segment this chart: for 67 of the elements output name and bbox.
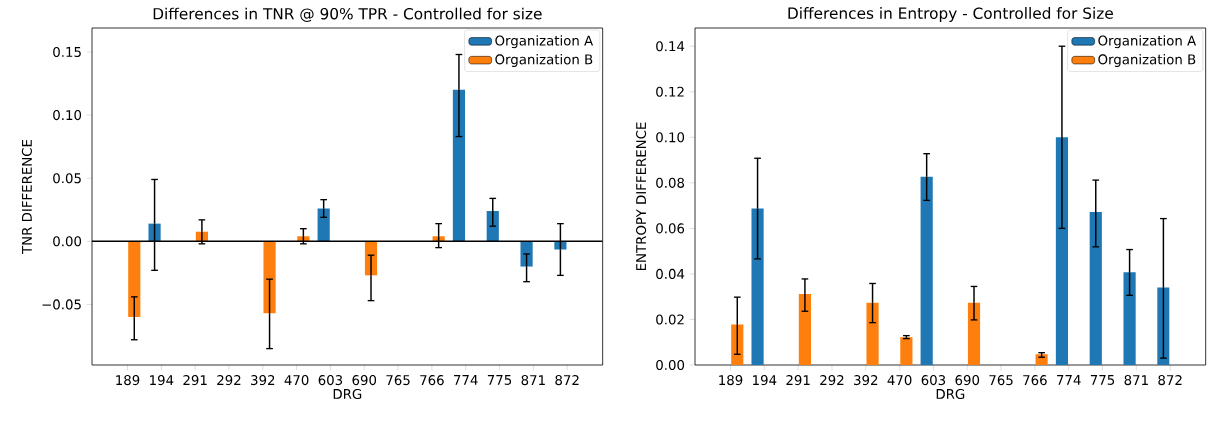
bar bbox=[1055, 137, 1069, 365]
x-tick-label: 603 bbox=[921, 375, 946, 386]
legend-label: Organization B bbox=[1098, 54, 1196, 67]
bar bbox=[900, 337, 913, 365]
bar bbox=[263, 241, 276, 314]
bar bbox=[148, 223, 161, 242]
x-axis-title: DRG bbox=[333, 388, 362, 400]
x-tick-label: 392 bbox=[251, 375, 275, 386]
y-tick-label: 0.00 bbox=[656, 359, 685, 371]
x-tick-label: 292 bbox=[217, 375, 241, 386]
y-axis-title: ENTROPY DIFFERENCE bbox=[636, 122, 647, 271]
y-tick-label: 0.08 bbox=[656, 177, 685, 188]
x-axis-title: DRG bbox=[936, 388, 965, 400]
x-tick-label: 603 bbox=[318, 375, 343, 386]
x-tick-label: 292 bbox=[820, 375, 844, 386]
y-tick-label: 0.15 bbox=[53, 46, 81, 58]
x-tick-label: 189 bbox=[719, 375, 743, 386]
x-tick-label: 470 bbox=[887, 375, 912, 386]
legend-label: Organization A bbox=[495, 35, 594, 49]
x-tick-label: 775 bbox=[1090, 375, 1115, 385]
bar bbox=[866, 302, 879, 365]
y-tick-label: 0.02 bbox=[656, 314, 684, 325]
y-tick-label: 0.10 bbox=[656, 132, 685, 143]
y-tick-label: 0.06 bbox=[656, 223, 685, 234]
x-tick-label: 872 bbox=[1158, 375, 1182, 386]
bar bbox=[452, 89, 466, 242]
bar bbox=[128, 241, 141, 318]
x-tick-label: 765 bbox=[989, 375, 1013, 386]
bar bbox=[967, 302, 981, 365]
y-axis-title: TNR DIFFERENCE bbox=[21, 139, 32, 255]
x-tick-label: 189 bbox=[116, 375, 140, 386]
x-tick-label: 774 bbox=[1057, 375, 1081, 385]
y-tick-label: 0.04 bbox=[656, 268, 685, 279]
x-tick-label: 871 bbox=[521, 375, 545, 386]
bar bbox=[317, 208, 330, 242]
y-tick-label: 0.05 bbox=[53, 173, 81, 184]
x-tick-label: 690 bbox=[352, 375, 377, 386]
x-tick-label: 774 bbox=[454, 375, 478, 385]
chart-title: Differences in TNR @ 90% TPR - Controlled for size bbox=[153, 7, 542, 22]
x-tick-label: 194 bbox=[150, 375, 174, 386]
bar bbox=[798, 293, 811, 365]
x-tick-label: 194 bbox=[753, 375, 777, 386]
x-tick-label: 291 bbox=[183, 375, 207, 386]
bar bbox=[486, 211, 499, 242]
bar bbox=[1089, 211, 1102, 365]
x-tick-label: 872 bbox=[555, 375, 579, 386]
y-tick-label: 0.14 bbox=[656, 41, 685, 52]
x-tick-label: 775 bbox=[487, 375, 512, 385]
x-tick-label: 871 bbox=[1124, 375, 1148, 386]
x-tick-label: 765 bbox=[386, 375, 410, 386]
x-tick-label: 291 bbox=[786, 375, 810, 386]
x-tick-label: 690 bbox=[955, 375, 980, 386]
x-tick-label: 766 bbox=[420, 375, 444, 386]
bar bbox=[1123, 272, 1136, 365]
x-tick-label: 766 bbox=[1023, 375, 1047, 386]
y-tick-label: 0.00 bbox=[53, 236, 82, 247]
y-tick-label: −0.05 bbox=[42, 299, 81, 310]
y-tick-label: 0.10 bbox=[53, 110, 82, 121]
y-tick-label: 0.12 bbox=[656, 86, 684, 97]
x-tick-label: 392 bbox=[854, 375, 878, 386]
legend-label: Organization B bbox=[495, 54, 593, 67]
bar bbox=[920, 176, 933, 365]
chart-title: Differences in Entropy - Controlled for Size bbox=[788, 7, 1113, 22]
x-tick-label: 470 bbox=[284, 375, 309, 386]
bar bbox=[432, 236, 445, 242]
legend-label: Organization A bbox=[1098, 35, 1197, 49]
bar bbox=[751, 208, 764, 365]
